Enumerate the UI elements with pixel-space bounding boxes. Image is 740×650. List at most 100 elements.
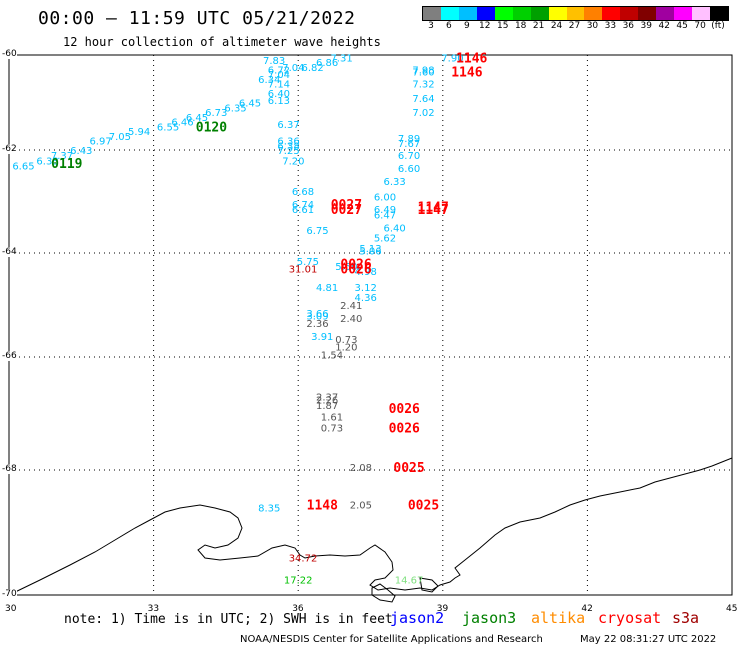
wave-height-value: 6.74 [292,200,314,211]
wave-height-value: 1.20 [335,343,357,354]
wave-height-value: 6.43 [70,146,92,157]
colorbar-tick-label: 27 [568,21,581,31]
colorbar-tick-label: 36 [622,21,635,31]
wave-height-value: 6.34 [258,75,280,86]
colorbar-tick-label: 39 [640,21,652,31]
wave-height-value: 5.94 [128,127,150,138]
wave-height-value: 2.36 [306,319,328,330]
wave-height-value: 4.98 [355,267,377,278]
wave-height-value: 7.31 [330,53,352,64]
satellite-legend-altika: altika [531,609,586,627]
colorbar-swatch [710,7,728,20]
pass-time-label: 0120 [196,120,227,135]
wave-height-value: 34.72 [289,554,318,565]
wave-height-value: 7.89 [398,134,420,145]
wave-height-value: 17.22 [284,575,313,586]
wave-height-value: 6.35 [224,103,246,114]
colorbar-tick-label: 30 [586,21,599,31]
colorbar-swatch [566,7,585,20]
wave-height-value: 3.12 [355,283,377,294]
wave-height-value: 31.01 [289,265,318,276]
map-frame [8,54,733,596]
wave-height-value: 2.26 [316,395,338,406]
latitude-tick-label: -60 [2,49,17,59]
wave-height-value: 7.04 [282,63,304,74]
colorbar-swatch [602,7,621,20]
coastline [8,457,733,603]
wave-height-value: 7.90 [441,53,463,64]
credit-line: NOAA/NESDIS Center for Satellite Applica… [240,634,543,645]
wave-height-value: 3.66 [306,309,328,320]
wave-height-value: 0.73 [321,424,343,435]
wave-height-value: 7.83 [263,56,285,67]
coastline-detail [371,583,396,603]
wave-height-value: 2.08 [350,463,372,474]
wave-height-value: 2.40 [340,314,362,325]
pass-time-label: 0027 [331,198,362,213]
wave-height-value: 6.40 [383,223,405,234]
wave-height-value: 6.36 [277,137,299,148]
colorbar-swatch [692,7,710,20]
pass-time-label: 1146 [451,66,482,81]
colorbar-ticks: 3 6 9 12 15 18 21 24 27 30 33 36 39 42 45 70 (ft) [422,21,732,33]
colorbar-tick-label: 45 [676,21,688,31]
wave-height-value: 6.86 [316,58,338,69]
wave-height-value: 7.25 [277,146,299,157]
colorbar-tick-label: 12 [479,21,491,31]
wave-height-value: 6.00 [374,192,396,203]
colorbar-swatch [638,7,657,20]
pass-time-label: 1147 [418,201,449,216]
lat-lon-grid [9,55,732,595]
wave-height-value: 6.49 [374,205,396,216]
wave-height-value: 7.20 [282,156,304,167]
longitude-tick-label: 36 [292,604,304,614]
colorbar-tick-label: 42 [658,21,670,31]
colorbar-tick-label: 24 [550,21,563,31]
latitude-tick-label: -64 [2,247,17,257]
wave-height-value: 6.38 [277,141,299,152]
pass-time-label: 0026 [340,257,371,272]
wave-height-value: 0.73 [335,335,357,346]
satellite-legend-s3a: s3a [672,609,700,627]
colorbar-swatch [423,7,441,20]
longitude-tick-label: 30 [5,604,17,614]
wave-height-value: 5.50 [335,262,357,273]
wave-height-value: 6.60 [398,164,420,175]
wave-height-value: 5.06 [359,246,381,257]
wave-height-value: 2.41 [340,301,362,312]
wave-height-value: 6.37 [277,120,299,131]
wave-height-value: 7.60 [412,68,434,79]
colorbar-swatch [440,7,459,20]
wave-height-value: 1.61 [321,412,343,423]
wave-height-value: 5.75 [297,257,319,268]
pass-time-label: 0119 [51,157,82,172]
wave-height-value: 6.72 [268,65,290,76]
wave-height-value: 3.91 [311,332,333,343]
map-subtitle: 12 hour collection of altimeter wave hei… [63,35,381,49]
colorbar-swatch [494,7,513,20]
wave-height-value: 7.02 [412,108,434,119]
colorbar-tick-label: 18 [514,21,527,31]
wave-height-value: 3.09 [306,311,328,322]
longitude-tick-label: 45 [726,604,738,614]
wave-height-value: 6.70 [398,151,420,162]
colorbar-swatch [674,7,693,20]
coastline-detail-2 [419,577,439,593]
wave-height-value: 2.05 [350,500,372,511]
colorbar-tick-label: 33 [604,21,617,31]
wave-height-value: 6.65 [12,161,34,172]
pass-time-label: 0026 [340,263,371,278]
wave-height-colorbar [422,6,729,21]
colorbar-tick-label: 9 [463,21,470,31]
wave-height-value: 6.55 [157,122,179,133]
colorbar-swatch [620,7,639,20]
wave-height-value: 6.73 [205,108,227,119]
colorbar-tick-label: (ft) [711,21,725,31]
pass-time-label: 0026 [389,402,420,417]
colorbar-swatch [458,7,477,20]
wave-height-value: 8.35 [258,504,280,515]
wave-height-value: 4.81 [316,283,338,294]
colorbar-swatch [530,7,549,20]
wave-height-value: 2.37 [316,393,338,404]
colorbar-tick-label: 70 [694,21,706,31]
